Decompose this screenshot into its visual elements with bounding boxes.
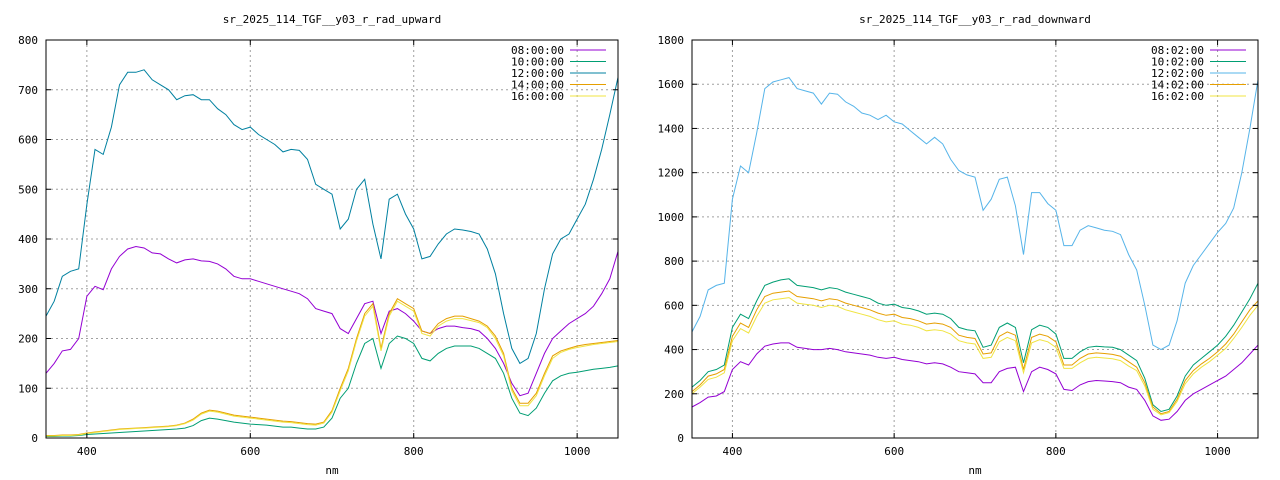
plot-frame [691,39,1259,439]
chart-title: sr_2025_114_TGF__y03_r_rad_downward [859,13,1091,26]
legend-entry-label: 12:00:00 [511,67,564,80]
y-tick-label: 1000 [658,211,685,224]
legend-entry-label: 08:00:00 [511,44,564,57]
legend-entry-label: 10:00:00 [511,56,564,69]
series-line-3 [46,297,619,436]
legend-entry-label: 16:00:00 [511,90,564,103]
x-axis-label: nm [325,464,339,477]
y-tick-label: 1600 [658,78,685,91]
grid-lines [692,40,1258,438]
upward-chart: sr_2025_114_TGF__y03_r_rad_upward 0 100 200… [18,13,619,477]
downward-chart: sr_2025_114_TGF__y03_r_rad_downward 0 200 4… [658,13,1259,477]
series-line-4 [46,300,619,437]
y-tick-label: 1400 [658,122,685,135]
x-tick-label: 1000 [1204,445,1231,458]
x-tick-label: 1000 [564,445,591,458]
y-tick-label: 400 [18,233,38,246]
y-tick-label: 0 [677,432,684,445]
legend-entry-label: 08:02:00 [1151,44,1204,57]
y-tick-label: 700 [18,84,38,97]
x-tick-label: 800 [1046,445,1066,458]
grid-lines [46,40,618,438]
y-tick-label: 200 [18,333,38,346]
upward-chart-panel: sr_2025_114_TGF__y03_r_rad_upward 0 100 200… [18,13,619,477]
y-tick-label: 500 [18,183,38,196]
series-line-1 [691,278,1259,413]
legend-entry-label: 14:02:00 [1151,79,1204,92]
x-tick-label: 800 [404,445,424,458]
y-tick-label: 100 [18,382,38,395]
x-tick-label: 600 [240,445,260,458]
series-group [45,69,619,437]
x-tick-label: 600 [884,445,904,458]
series-line-3 [691,290,1259,415]
series-line-2 [45,69,619,365]
series-line-2 [691,77,1259,351]
y-tick-label: 600 [18,134,38,147]
legend-entry-label: 14:00:00 [511,79,564,92]
y-tick-label: 1800 [658,34,685,47]
series-line-1 [46,335,619,437]
legend-entry-label: 10:02:00 [1151,56,1204,69]
downward-chart-panel: sr_2025_114_TGF__y03_r_rad_downward 0 200 4… [640,0,1280,480]
y-tick-label: 600 [664,299,684,312]
x-tick-label: 400 [77,445,97,458]
x-axis-label: nm [968,464,982,477]
y-tick-label: 800 [18,34,38,47]
series-line-4 [691,297,1259,416]
y-tick-label: 800 [664,255,684,268]
y-tick-label: 0 [31,432,38,445]
series-line-0 [45,245,619,397]
y-tick-label: 300 [18,283,38,296]
y-tick-label: 400 [664,344,684,357]
legend-entry-label: 16:02:00 [1151,90,1204,103]
series-group [691,77,1259,421]
x-tick-label: 400 [722,445,742,458]
y-tick-label: 1200 [658,167,685,180]
y-tick-label: 200 [664,388,684,401]
series-line-0 [691,342,1259,421]
chart-title: sr_2025_114_TGF__y03_r_rad_upward [223,13,442,26]
legend-entry-label: 12:02:00 [1151,67,1204,80]
